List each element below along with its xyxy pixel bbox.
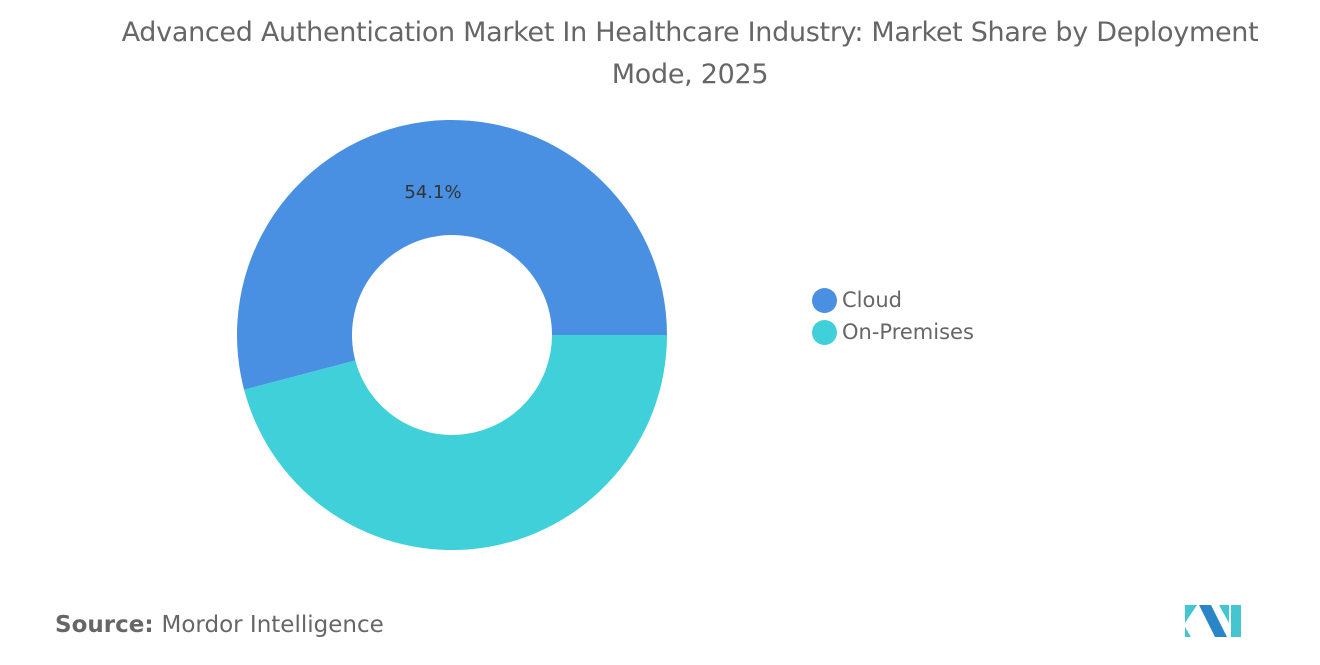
legend: Cloud On-Premises [812, 284, 974, 348]
source-value: Mordor Intelligence [161, 612, 384, 638]
mordor-intelligence-logo [1185, 605, 1241, 637]
legend-label-cloud: Cloud [842, 288, 902, 312]
source-label: Source: [55, 612, 154, 638]
legend-swatch-cloud [812, 287, 837, 313]
legend-label-on-premises: On-Premises [842, 320, 974, 344]
slice-on-premises [244, 335, 668, 551]
legend-swatch-on-premises [812, 319, 837, 345]
data-label-cloud: 54.1% [404, 182, 461, 203]
chart-title: Advanced Authentication Market In Health… [121, 17, 1259, 90]
legend-item-cloud: Cloud [812, 284, 974, 316]
legend-item-on-premises: On-Premises [812, 316, 974, 348]
slice-cloud [237, 120, 667, 390]
source-note: Source: Mordor Intelligence [55, 612, 384, 638]
